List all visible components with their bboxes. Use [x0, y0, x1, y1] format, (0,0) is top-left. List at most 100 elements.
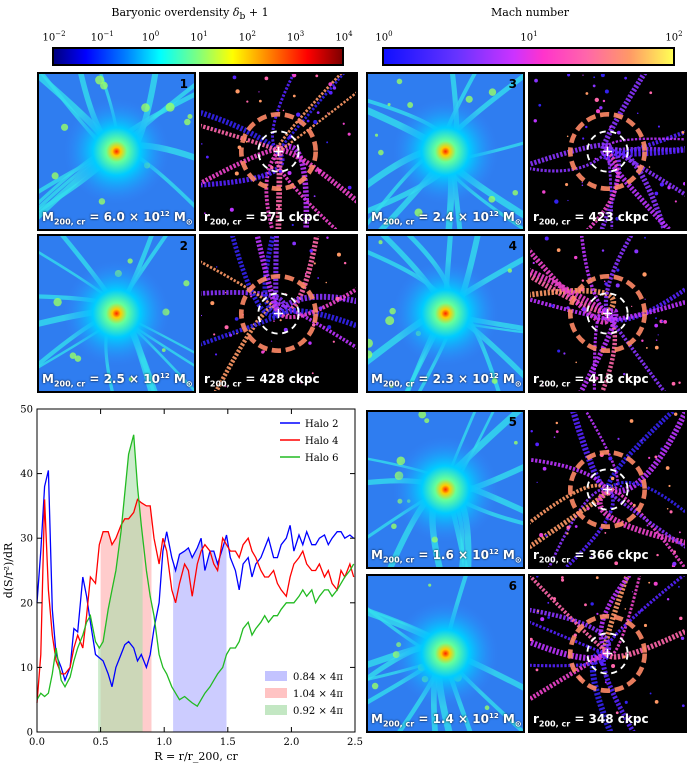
- mass-exp: 12: [488, 371, 499, 380]
- legend-label: Halo 6: [305, 453, 338, 464]
- mach-image: [530, 236, 685, 391]
- left-colorbar-tick-exponent: 1: [203, 30, 208, 38]
- mass-sub: 200, cr: [382, 719, 415, 728]
- y-tick-label: 40: [20, 469, 33, 480]
- legend: Halo 2 Halo 4 Halo 6: [280, 419, 338, 464]
- mach-image: [201, 74, 356, 229]
- series-line-halo-6: [36, 434, 355, 708]
- mach-image: [530, 74, 685, 229]
- radius-prefix: r: [533, 547, 539, 562]
- density-map-halo-2: 2 M200, cr = 2.5 × 1012 M⊙: [37, 234, 196, 393]
- left-colorbar-tick-1: 10−1: [91, 30, 114, 43]
- right-colorbar: [382, 47, 675, 66]
- solar-symbol-icon: ⊙: [185, 379, 193, 388]
- solar-symbol-icon: ⊙: [514, 217, 522, 226]
- halo-mass-label: M200, cr = 6.0 × 1012 M⊙: [42, 210, 193, 226]
- x-axis-label: R = r/r_200, cr: [154, 750, 238, 763]
- halo-mass-label: M200, cr = 1.6 × 1012 M⊙: [371, 548, 522, 564]
- halo-number: 2: [179, 239, 188, 253]
- shaded-band-0: [173, 535, 227, 732]
- mass-unit: M: [498, 371, 515, 386]
- right-colorbar-ticks: 100 101 102: [375, 30, 682, 46]
- x-tick-label: 0.5: [93, 737, 109, 748]
- x-tick-label: 2.5: [347, 737, 363, 748]
- mass-value: = 2.3 × 10: [414, 371, 489, 386]
- halo-number: 4: [508, 239, 517, 253]
- left-colorbar-tick-base: 10: [90, 32, 104, 44]
- radius-sub: 200, cr: [538, 379, 571, 388]
- left-colorbar-title-tail: + 1: [245, 6, 269, 19]
- left-colorbar-tick-base: 10: [335, 32, 349, 44]
- left-colorbar-tick-exponent: −1: [103, 30, 114, 38]
- left-colorbar-tick-base: 10: [190, 32, 204, 44]
- radius-value: = 428 ckpc: [241, 371, 320, 386]
- radius-sub: 200, cr: [209, 217, 242, 226]
- left-colorbar: [52, 47, 344, 66]
- x-tick-label: 0.0: [29, 737, 45, 748]
- mach-map-halo-2: r200, cr = 428 ckpc: [199, 234, 358, 393]
- axes: 0.0 0.5 1.0 1.5 2.0 2.5 0 10 20 30 40 50: [20, 405, 363, 749]
- density-image: [39, 236, 194, 391]
- radius-prefix: r: [204, 371, 210, 386]
- mach-map-halo-6: r200, cr = 348 ckpc: [528, 574, 687, 733]
- halo-mass-label: M200, cr = 1.4 × 1012 M⊙: [371, 712, 522, 728]
- left-colorbar-tick-6: 104: [335, 30, 352, 43]
- left-colorbar-tick-exponent: 2: [251, 30, 256, 38]
- left-colorbar-tick-exponent: 4: [348, 30, 353, 38]
- halo-mass-label: M200, cr = 2.3 × 1012 M⊙: [371, 372, 522, 388]
- solar-symbol-icon: ⊙: [514, 379, 522, 388]
- y-tick-label: 0: [27, 728, 33, 739]
- halo-number: 1: [179, 77, 188, 91]
- right-colorbar-tick-base: 10: [665, 32, 679, 44]
- radius-sub: 200, cr: [209, 379, 242, 388]
- mass-unit: M: [498, 711, 515, 726]
- band-legend-swatch: [265, 705, 287, 715]
- left-colorbar-tick-4: 102: [239, 30, 256, 43]
- mass-value: = 2.5 × 10: [85, 371, 160, 386]
- x-tick-label: 1.0: [156, 737, 172, 748]
- radius-value: = 348 ckpc: [570, 711, 649, 726]
- y-axis-label: d(S/r²)/dR: [2, 542, 15, 598]
- left-colorbar-tick-0: 10−2: [42, 30, 65, 43]
- mass-prefix: M: [371, 371, 383, 386]
- mach-image: [201, 236, 356, 391]
- right-colorbar-tick-2: 102: [665, 30, 682, 43]
- mach-image: [530, 576, 685, 731]
- shaded-band-2: [98, 434, 143, 732]
- left-colorbar-tick-base: 10: [142, 32, 155, 44]
- band-legend-label: 1.04 × 4π: [293, 689, 343, 700]
- mass-sub: 200, cr: [382, 379, 415, 388]
- left-colorbar-tick-2: 100: [142, 30, 159, 43]
- left-colorbar-title-main: Baryonic overdensity: [111, 6, 233, 19]
- mass-unit: M: [169, 209, 186, 224]
- left-colorbar-tick-exponent: 3: [299, 30, 305, 38]
- halo-number: 3: [508, 77, 517, 91]
- legend-label: Halo 4: [305, 436, 338, 447]
- left-colorbar-tick-base: 10: [287, 32, 300, 44]
- solar-symbol-icon: ⊙: [185, 217, 193, 226]
- mach-image: [530, 412, 685, 567]
- right-colorbar-tick-base: 10: [375, 32, 389, 44]
- band-legend: 0.84 × 4π 1.04 × 4π 0.92 × 4π: [265, 671, 343, 717]
- right-colorbar-tick-exponent: 2: [678, 30, 683, 38]
- left-colorbar-title-symbol: δ: [232, 6, 240, 19]
- left-colorbar-tick-base: 10: [42, 32, 56, 44]
- halo-radius-label: r200, cr = 418 ckpc: [533, 372, 649, 388]
- mass-exp: 12: [159, 371, 170, 380]
- density-map-halo-3: 3 M200, cr = 2.4 × 1012 M⊙: [366, 72, 525, 231]
- mass-prefix: M: [371, 209, 383, 224]
- plot-frame: [36, 408, 356, 733]
- radius-prefix: r: [533, 371, 539, 386]
- radius-prefix: r: [533, 209, 539, 224]
- mach-map-halo-3: r200, cr = 423 ckpc: [528, 72, 687, 231]
- radius-value: = 571 ckpc: [241, 209, 320, 224]
- y-tick-label: 20: [20, 598, 33, 609]
- halo-radius-label: r200, cr = 571 ckpc: [204, 210, 320, 226]
- mass-value: = 2.4 × 10: [414, 209, 489, 224]
- mass-exp: 12: [488, 711, 499, 720]
- mass-value: = 6.0 × 10: [85, 209, 160, 224]
- x-tick-label: 2.0: [283, 737, 299, 748]
- mass-prefix: M: [371, 711, 383, 726]
- left-colorbar-tick-exponent: −2: [55, 30, 66, 38]
